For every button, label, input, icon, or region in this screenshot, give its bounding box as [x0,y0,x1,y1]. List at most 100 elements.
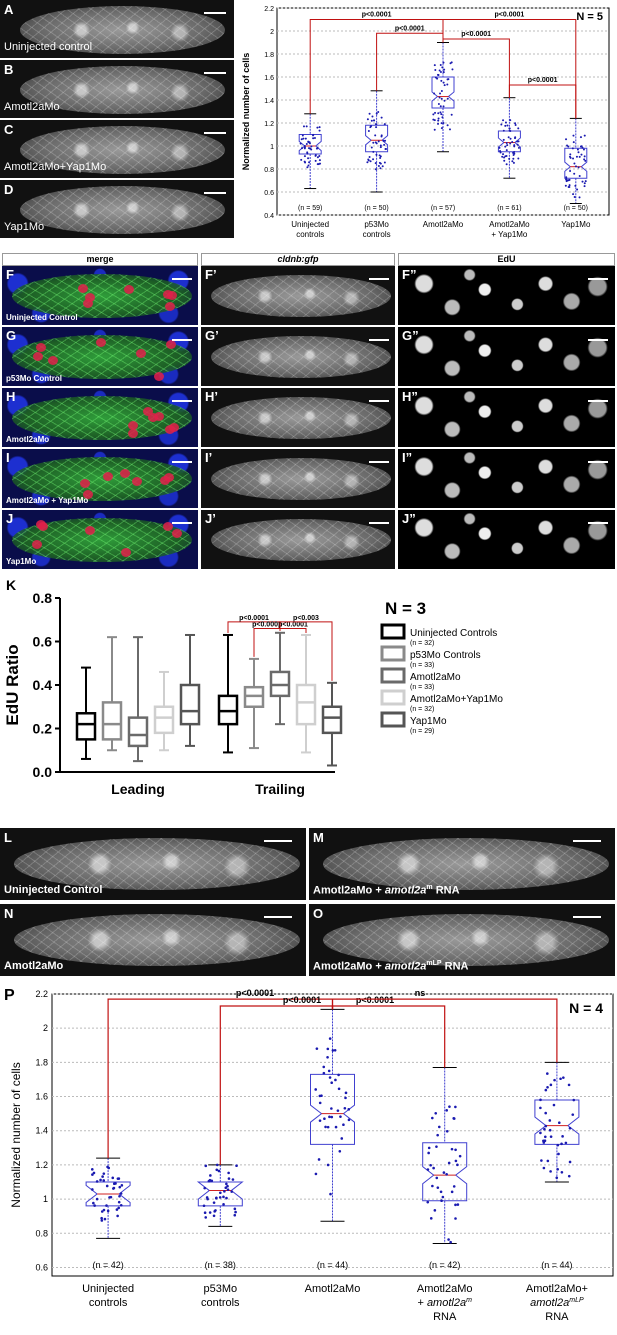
data-point [434,1112,438,1115]
data-point [374,168,377,171]
significance-bracket [508,84,577,119]
data-point [447,1238,450,1241]
p-value-label: p<0.0001 [528,77,558,84]
edu-nucleus [36,343,47,353]
data-point [450,113,453,116]
scale-bar [204,72,226,74]
data-point [437,119,440,122]
data-point [381,165,384,168]
data-point [555,1176,559,1180]
edu-image: H” [398,388,615,447]
group-label: Leading [111,781,165,797]
data-point [233,1213,237,1217]
data-point [509,142,512,145]
data-point [119,1192,123,1195]
legend-swatch [380,645,406,662]
data-point [105,1184,109,1188]
data-point [548,1128,552,1132]
data-point [434,68,437,71]
data-point [330,1081,334,1085]
y-tick-label: 0.4 [33,677,53,693]
data-point [433,1209,437,1212]
panel-label: Uninjected Control [4,884,102,896]
data-point [372,141,375,144]
data-point [454,1203,457,1207]
data-point [431,1184,434,1188]
data-point [445,1172,448,1176]
data-point [342,1123,345,1127]
scale-bar [204,132,226,134]
y-axis-label: Normalized number of cells [241,53,251,171]
category-label: Amotl2aMo+ [526,1283,588,1295]
data-point [344,1096,347,1100]
legend-label: Amotl2aMo [410,672,461,683]
data-point [374,162,377,165]
data-point [542,1141,546,1144]
notched-box [534,1099,580,1145]
edu-image: G” [398,327,615,386]
data-point [117,1206,121,1210]
data-point [439,92,442,95]
data-point [439,1190,443,1194]
data-point [552,1103,556,1107]
data-point [502,153,505,156]
data-point [441,66,444,69]
n-count: (n = 38) [205,1260,236,1270]
data-point [442,81,445,84]
edu-nucleus [148,412,159,422]
y-tick-label: 1.2 [264,121,274,128]
data-point [302,125,305,128]
data-point [347,1118,351,1122]
data-point [511,140,514,143]
data-point [373,119,376,122]
box [295,683,317,726]
scale-bar [573,840,601,842]
data-point [438,96,441,99]
data-point [505,154,508,157]
data-point [456,1203,460,1206]
data-point [569,153,572,156]
data-point [317,1158,321,1161]
data-point [557,1152,560,1156]
data-point [304,137,307,140]
box [321,705,343,735]
data-point [313,137,316,140]
data-point [300,138,303,141]
data-point [340,1137,344,1140]
p-value-label: ns [415,988,426,998]
data-point [504,124,507,127]
y-axis-label: EdU Ratio [3,644,22,725]
data-point [448,128,451,131]
data-point [223,1190,226,1193]
data-point [118,1185,122,1189]
significance-bracket [442,19,577,119]
data-point [560,1170,564,1174]
scale-bar [172,339,192,341]
gfp-image: J’ [201,510,395,569]
scale-bar [588,400,608,402]
data-point [95,1197,99,1201]
panel-letter: H [6,389,16,404]
data-point [583,182,586,185]
gene-superscript: mLP [569,1297,584,1304]
category-label: amotl2amLP [530,1297,584,1309]
category-label: RNA [545,1311,569,1323]
data-point [499,150,502,153]
merge-image: J Yap1Mo [2,510,198,569]
data-point [305,125,308,128]
data-point [115,1208,119,1211]
data-point [438,69,441,72]
p-value-label: p<0.0001 [236,988,274,998]
data-point [377,111,380,114]
micrograph-m: M Amotl2aMo + amotl2am RNA [309,828,615,900]
panel-label: Uninjected Control [6,313,78,322]
column-header-gfp: cldnb:gfp [201,253,395,266]
data-point [562,1076,565,1079]
edu-nucleus [85,525,96,535]
data-point [208,1211,212,1214]
data-point [369,160,372,163]
column-header-merge: merge [2,253,198,266]
y-axis-label: Normalized number of cells [9,1062,23,1207]
n-count: (n = 59) [298,205,322,212]
panel-letter: I’ [205,450,213,465]
